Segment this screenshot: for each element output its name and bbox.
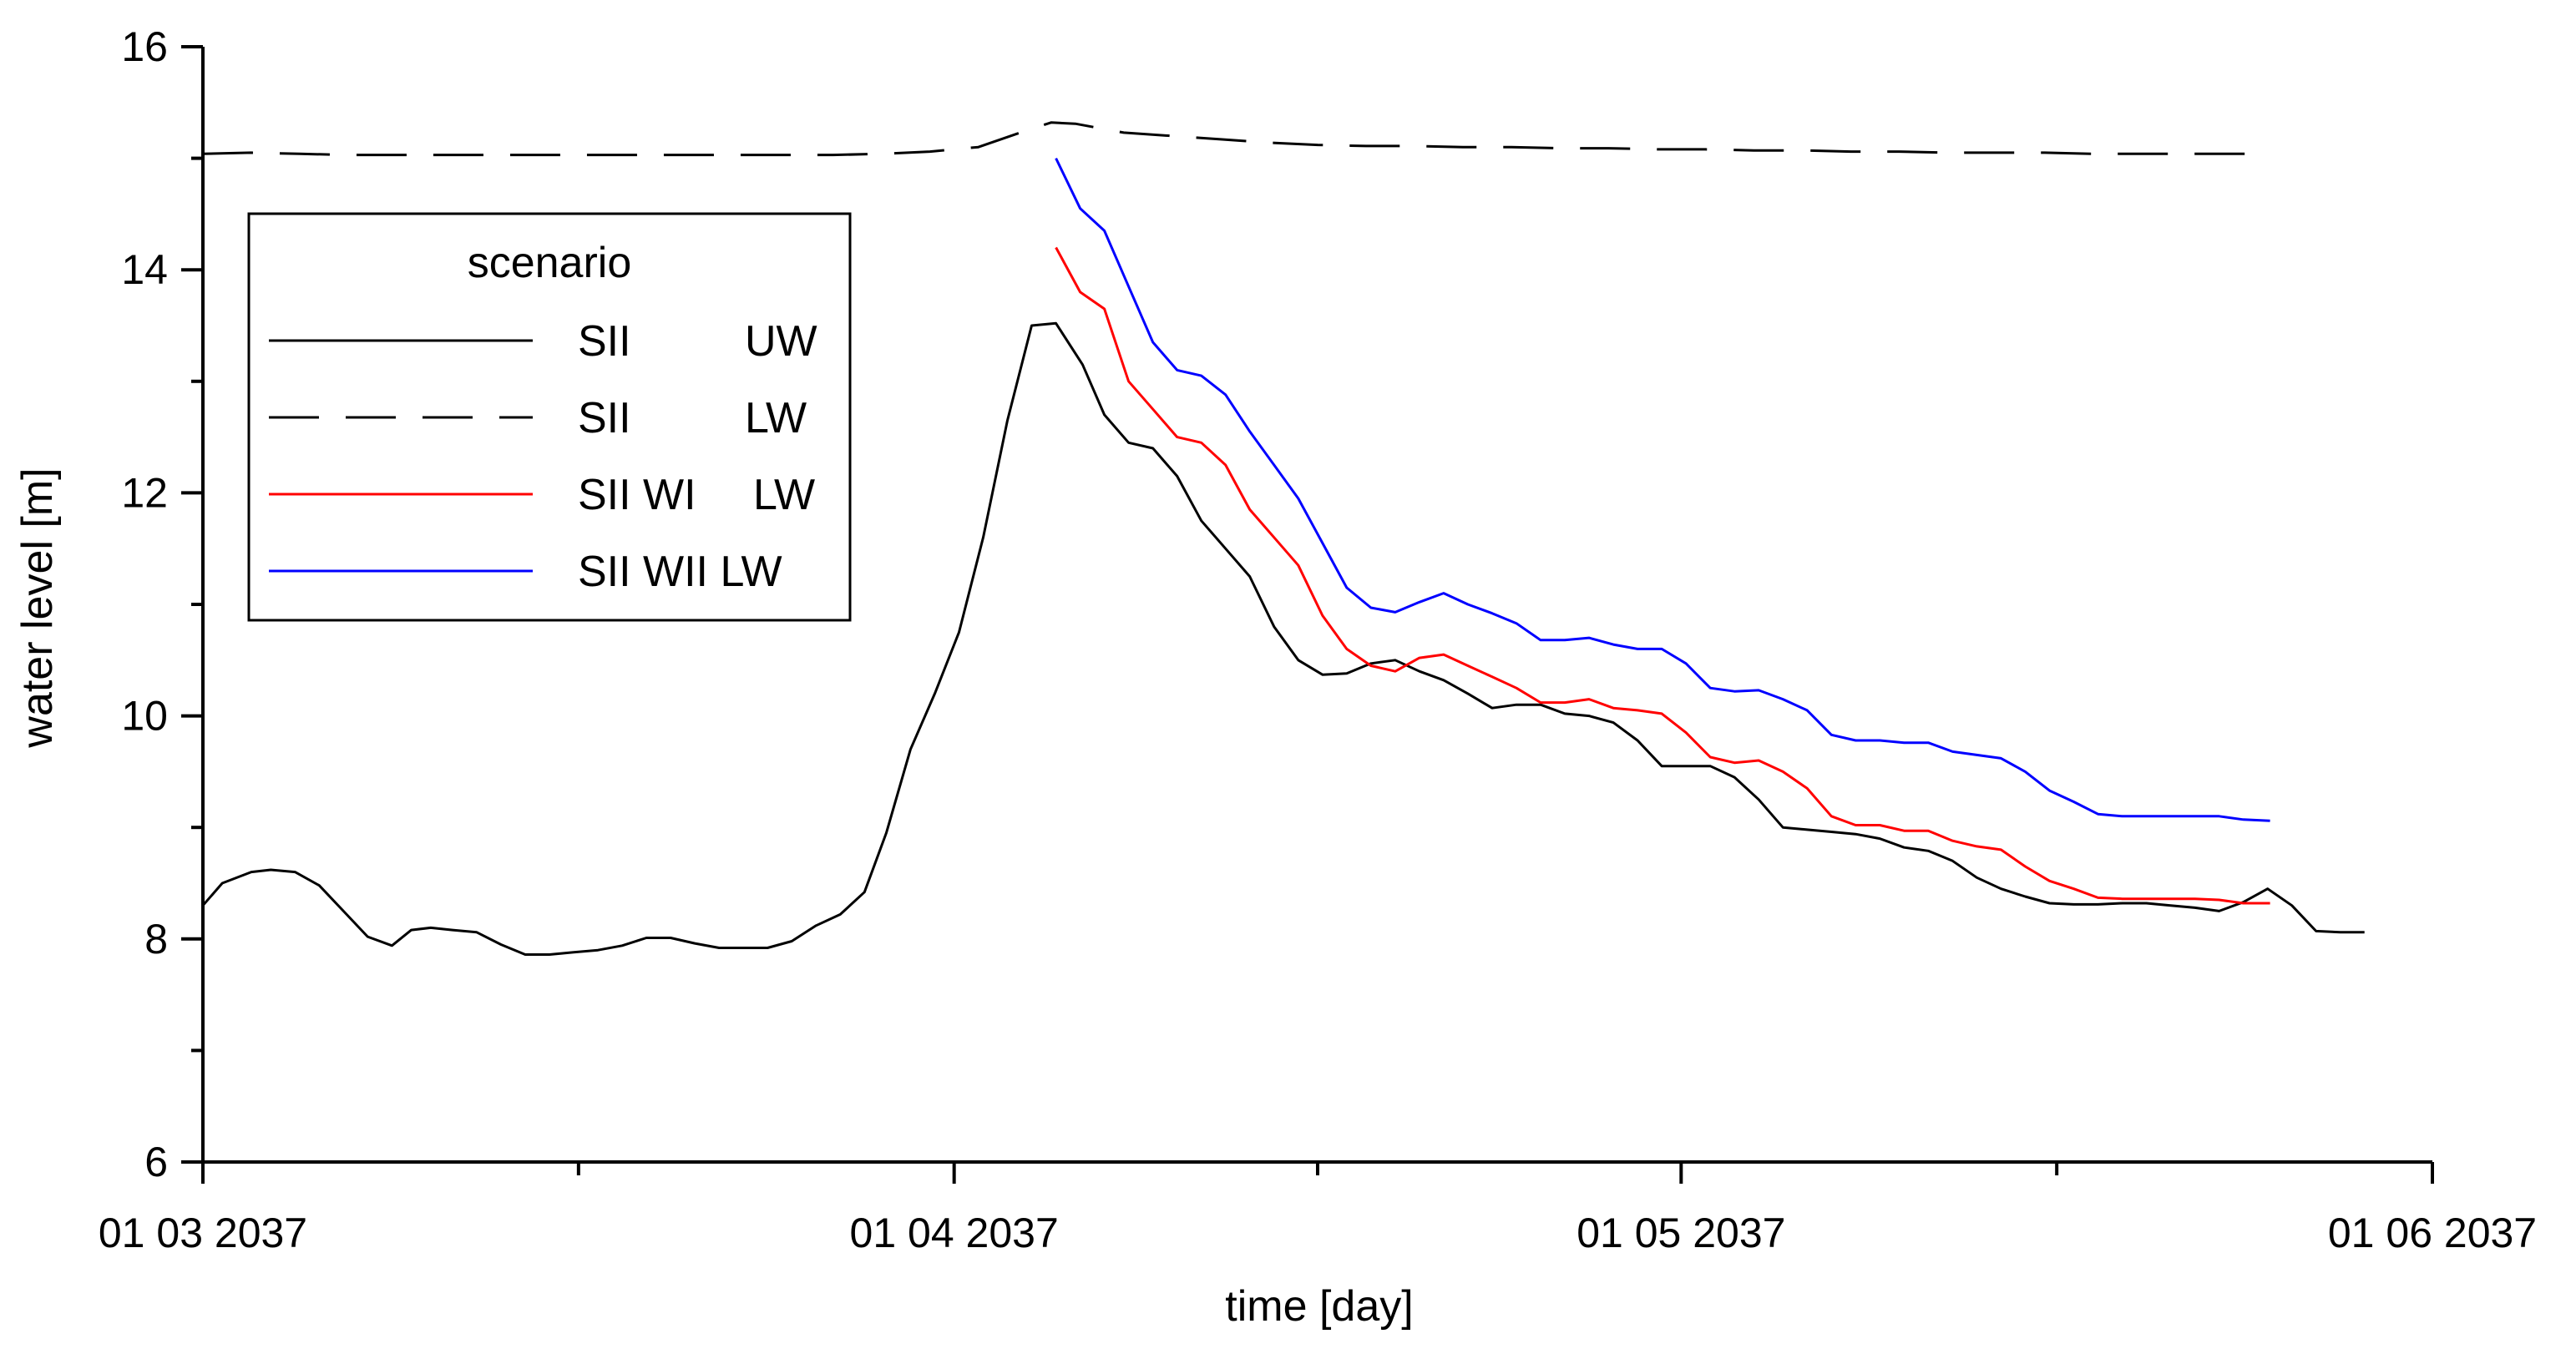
x-tick-label: 01 06 2037 bbox=[2328, 1210, 2537, 1256]
x-tick-label: 01 05 2037 bbox=[1576, 1210, 1785, 1256]
series-line-sii-uw bbox=[201, 321, 2365, 956]
y-tick-label: 6 bbox=[144, 1139, 168, 1185]
x-tick-label: 01 04 2037 bbox=[850, 1210, 1059, 1256]
y-tick-label: 10 bbox=[121, 693, 168, 740]
legend-name-sii-lw: SII bbox=[578, 394, 631, 442]
y-tick-label: 14 bbox=[121, 246, 168, 293]
axes-layer: 6 8 10 12 14 16 01 03 2037 01 04 2037 01 05 2037… bbox=[99, 23, 2537, 1256]
legend-tag-sii-wi-lw: LW bbox=[753, 471, 815, 519]
series-line-sii-wii-lw bbox=[1055, 157, 2270, 822]
y-tick-label: 16 bbox=[121, 23, 168, 70]
y-tick-label: 12 bbox=[121, 469, 168, 516]
x-axis-title: time [day] bbox=[1225, 1282, 1413, 1331]
x-tick-label: 01 03 2037 bbox=[99, 1210, 307, 1256]
legend-name-sii-uw: SII bbox=[578, 317, 631, 366]
series-line-sii-lw bbox=[202, 121, 2270, 157]
legend-tag-sii-uw: UW bbox=[745, 317, 817, 366]
legend-name-sii-wii-lw: SII WII LW bbox=[578, 548, 782, 596]
legend: scenario SII UW SII LW SII WI LW SII WII… bbox=[247, 212, 852, 622]
series-line-sii-wi-lw bbox=[1055, 246, 2270, 905]
legend-title: scenario bbox=[468, 239, 632, 287]
y-axis-title: water level [m] bbox=[13, 467, 62, 748]
y-tick-label: 8 bbox=[144, 916, 168, 962]
series-layer bbox=[201, 121, 2365, 956]
legend-name-sii-wi-lw: SII WI bbox=[578, 471, 696, 519]
legend-tag-sii-lw: LW bbox=[745, 394, 807, 442]
